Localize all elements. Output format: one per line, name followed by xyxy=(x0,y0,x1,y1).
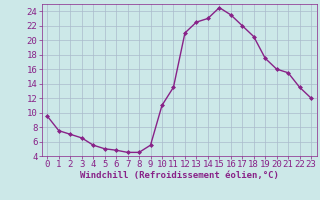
X-axis label: Windchill (Refroidissement éolien,°C): Windchill (Refroidissement éolien,°C) xyxy=(80,171,279,180)
